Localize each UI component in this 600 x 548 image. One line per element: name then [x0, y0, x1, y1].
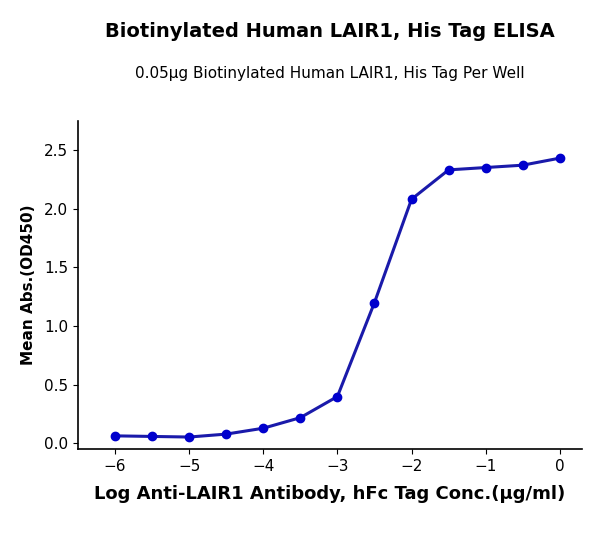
Point — [370, 298, 379, 307]
Point — [444, 165, 454, 174]
X-axis label: Log Anti-LAIR1 Antibody, hFc Tag Conc.(µg/ml): Log Anti-LAIR1 Antibody, hFc Tag Conc.(µ… — [94, 485, 566, 503]
Point — [296, 413, 305, 422]
Point — [148, 432, 157, 441]
Point — [110, 431, 120, 440]
Point — [407, 195, 416, 204]
Point — [259, 424, 268, 432]
Point — [332, 392, 342, 401]
Text: 0.05µg Biotinylated Human LAIR1, His Tag Per Well: 0.05µg Biotinylated Human LAIR1, His Tag… — [135, 66, 525, 81]
Point — [184, 433, 194, 442]
Point — [221, 430, 231, 438]
Point — [481, 163, 490, 172]
Y-axis label: Mean Abs.(OD450): Mean Abs.(OD450) — [21, 205, 36, 365]
Point — [518, 161, 527, 169]
Point — [555, 154, 565, 163]
Text: Biotinylated Human LAIR1, His Tag ELISA: Biotinylated Human LAIR1, His Tag ELISA — [105, 22, 555, 41]
